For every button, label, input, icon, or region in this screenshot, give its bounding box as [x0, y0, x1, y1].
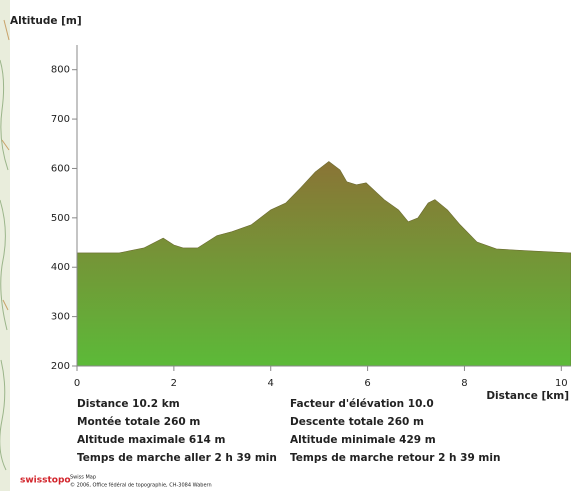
- copyright: © 2006, Office fédéral de topographie, C…: [70, 482, 212, 489]
- x-axis-label: Distance [km]: [486, 390, 569, 402]
- summary-item: Montée totale 260 m: [77, 416, 200, 428]
- y-tick-label: 800: [51, 65, 70, 76]
- product: Swiss Map: [70, 475, 96, 481]
- x-tick-label: 8: [461, 378, 467, 389]
- summary-item: Temps de marche aller 2 h 39 min: [77, 452, 277, 464]
- summary-item: Descente totale 260 m: [290, 416, 424, 428]
- x-tick-label: 4: [268, 378, 274, 389]
- summary-item: Distance 10.2 km: [77, 398, 180, 410]
- x-tick-label: 2: [171, 378, 177, 389]
- x-tick-label: 10: [555, 378, 568, 389]
- summary-item: Altitude minimale 429 m: [290, 434, 436, 446]
- summary-item: Facteur d'élévation 10.0: [290, 398, 434, 410]
- x-tick-label: 6: [364, 378, 370, 389]
- brand: swisstopo: [20, 476, 71, 486]
- elevation-area: [76, 161, 571, 367]
- y-tick-label: 400: [51, 262, 70, 273]
- summary-item: Temps de marche retour 2 h 39 min: [290, 452, 500, 464]
- y-tick-label: 500: [51, 213, 70, 224]
- x-tick-label: 0: [74, 378, 80, 389]
- y-axis-label: Altitude [m]: [10, 15, 82, 27]
- y-tick-label: 300: [51, 312, 70, 323]
- y-tick-label: 600: [51, 163, 70, 174]
- map-strip: [0, 0, 10, 491]
- y-tick-label: 200: [51, 361, 70, 372]
- summary-item: Altitude maximale 614 m: [77, 434, 226, 446]
- y-tick-label: 700: [51, 114, 70, 125]
